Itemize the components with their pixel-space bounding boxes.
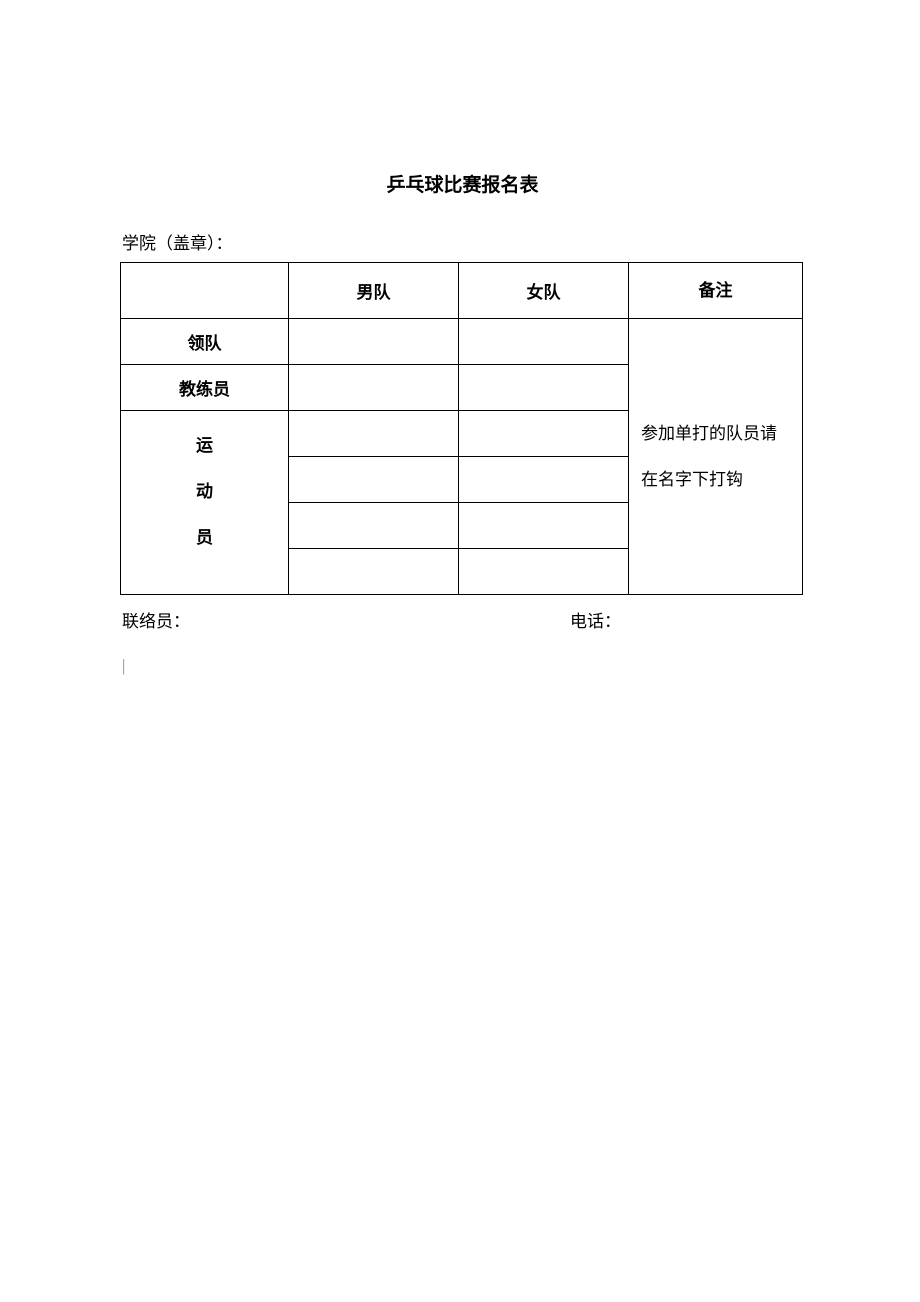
leader-female-cell: [459, 319, 629, 365]
athlete-char-2: 动: [196, 469, 213, 515]
athlete-female-cell-4: [459, 549, 629, 595]
page-container: 乒乓球比赛报名表 学院（盖章）： 男队 女队 备注 领队 参加单打的队员请在名字…: [0, 0, 920, 676]
footer-row: 联络员： 电话：: [120, 607, 802, 632]
leader-label: 领队: [121, 319, 289, 365]
registration-table: 男队 女队 备注 领队 参加单打的队员请在名字下打钩 教练员 运 动 员: [120, 262, 803, 595]
header-male-team: 男队: [289, 263, 459, 319]
cursor-mark: |: [122, 656, 805, 676]
athlete-female-cell-2: [459, 457, 629, 503]
document-title: 乒乓球比赛报名表: [120, 170, 805, 197]
athlete-male-cell-1: [289, 411, 459, 457]
coach-label: 教练员: [121, 365, 289, 411]
header-remark: 备注: [629, 263, 803, 319]
athlete-char-1: 运: [196, 423, 213, 469]
remark-cell: 参加单打的队员请在名字下打钩: [629, 319, 803, 595]
header-blank: [121, 263, 289, 319]
coach-male-cell: [289, 365, 459, 411]
athlete-female-cell-1: [459, 411, 629, 457]
athlete-char-3: 员: [196, 515, 213, 561]
athlete-female-cell-3: [459, 503, 629, 549]
contact-person-label: 联络员：: [120, 607, 190, 632]
table-header-row: 男队 女队 备注: [121, 263, 803, 319]
athlete-male-cell-3: [289, 503, 459, 549]
athlete-male-cell-4: [289, 549, 459, 595]
athlete-label: 运 动 员: [121, 411, 289, 595]
athlete-male-cell-2: [289, 457, 459, 503]
coach-female-cell: [459, 365, 629, 411]
leader-row: 领队 参加单打的队员请在名字下打钩: [121, 319, 803, 365]
leader-male-cell: [289, 319, 459, 365]
header-female-team: 女队: [459, 263, 629, 319]
school-stamp-label: 学院（盖章）：: [120, 229, 805, 254]
phone-label: 电话：: [570, 607, 621, 632]
